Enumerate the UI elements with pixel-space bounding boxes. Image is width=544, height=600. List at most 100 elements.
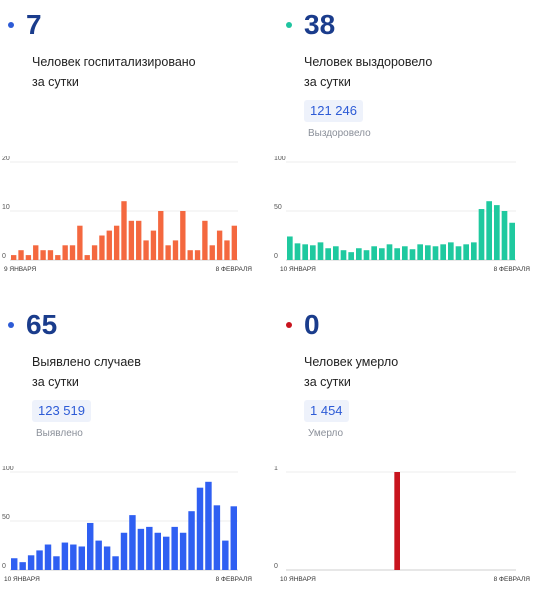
chart-bar: [27, 555, 35, 570]
chart-bar: [179, 532, 187, 570]
chart-bar: [409, 249, 416, 260]
x-start-label: 9 ЯНВАРЯ: [4, 266, 36, 273]
cases-description-line1: Выявлено случаев: [32, 355, 141, 369]
chart-bar: [509, 222, 515, 260]
chart-bar: [120, 532, 128, 570]
chart-bar: [18, 250, 24, 260]
x-end-label: 8 ФЕВРАЛЯ: [216, 266, 253, 273]
chart-bar: [53, 556, 60, 570]
cases-description-line2: за сутки: [32, 375, 79, 389]
cases-chart: 0 50 100 10 ЯНВАРЯ 8 ФЕВРАЛЯ: [2, 466, 253, 583]
chart-bar: [69, 245, 76, 260]
chart-bar: [494, 205, 500, 260]
chart-bar: [471, 242, 477, 260]
chart-bar: [386, 244, 393, 260]
chart-bar: [33, 245, 39, 260]
bullet-dot-icon: [8, 22, 14, 28]
chart-bar: [213, 505, 221, 570]
chart-bar: [363, 250, 370, 260]
chart-bar: [371, 246, 377, 260]
x-start-label: 10 ЯНВАРЯ: [280, 266, 316, 273]
hospitalized-description-line2: за сутки: [32, 75, 79, 89]
chart-bar: [55, 255, 61, 260]
recovered-panel: 38 Человек выздоровело за сутки 121 246 …: [272, 0, 544, 300]
cases-panel: 65 Выявлено случаев за сутки 123 519 Выя…: [0, 300, 272, 600]
deaths-panel: 0 Человек умерло за сутки 1 454 Умерло 0…: [272, 300, 544, 600]
chart-bar: [25, 255, 32, 260]
y-tick-label: 100: [2, 466, 14, 472]
chart-bar: [136, 220, 142, 260]
cases-count: 65: [26, 309, 58, 340]
chart-bar: [103, 546, 111, 570]
chart-bar: [348, 252, 354, 260]
y-tick-label: 50: [274, 204, 282, 211]
chart-bar: [171, 526, 178, 570]
chart-bar: [84, 255, 90, 260]
chart-bar: [333, 246, 339, 260]
chart-bar: [172, 240, 179, 260]
chart-bar: [11, 255, 17, 260]
chart-bar: [180, 211, 186, 260]
x-start-label: 10 ЯНВАРЯ: [4, 576, 40, 583]
chart-bar: [146, 526, 153, 570]
chart-bar: [188, 511, 195, 570]
chart-bar: [44, 544, 52, 570]
y-tick-label: 0: [274, 253, 278, 260]
chart-bar: [62, 245, 68, 260]
hospitalized-count: 7: [26, 9, 42, 40]
recovered-count: 38: [304, 9, 336, 40]
chart-bar: [129, 515, 136, 570]
deaths-total-label: Умерло: [308, 428, 344, 439]
chart-bar: [463, 244, 469, 260]
chart-bar: [11, 558, 18, 570]
y-tick-label: 10: [2, 204, 10, 211]
chart-bar: [143, 240, 149, 260]
recovered-chart: 0 50 100 10 ЯНВАРЯ 8 ФЕВРАЛЯ: [274, 156, 531, 273]
y-tick-label: 0: [2, 563, 6, 570]
deaths-description-line1: Человек умерло: [304, 355, 399, 369]
chart-bar: [455, 246, 462, 260]
x-end-label: 8 ФЕВРАЛЯ: [216, 576, 253, 583]
hospitalized-description-line1: Человек госпитализировано: [32, 55, 196, 69]
y-tick-label: 1: [274, 466, 278, 472]
chart-bar: [425, 245, 431, 260]
deaths-chart: 0 1 10 ЯНВАРЯ 8 ФЕВРАЛЯ: [274, 466, 530, 583]
chart-bar: [163, 536, 170, 570]
chart-bar: [440, 244, 446, 260]
chart-bar: [113, 225, 120, 260]
chart-bar: [501, 211, 508, 260]
deaths-description: Человек умерло за сутки: [304, 352, 524, 392]
chart-bar: [194, 250, 201, 260]
hospitalized-description: Человек госпитализировано за сутки: [32, 52, 252, 92]
chart-bar: [222, 540, 229, 570]
chart-bar: [432, 246, 439, 260]
cases-total-badge: 123 519: [32, 400, 91, 422]
chart-bar: [78, 546, 85, 570]
y-tick-label: 50: [2, 514, 10, 521]
hospitalized-chart: 0 10 20 9 ЯНВАРЯ 8 ФЕВРАЛЯ: [2, 156, 253, 273]
chart-bar: [196, 487, 204, 570]
chart-bar: [448, 242, 454, 260]
chart-bar: [287, 236, 293, 260]
y-tick-label: 100: [274, 156, 286, 162]
bullet-dot-icon: [286, 22, 292, 28]
chart-bar: [402, 246, 408, 260]
x-end-label: 8 ФЕВРАЛЯ: [494, 266, 531, 273]
chart-bar: [478, 209, 485, 260]
chart-bar: [231, 225, 237, 260]
chart-bar: [302, 244, 308, 260]
recovered-total-badge: 121 246: [304, 100, 363, 122]
y-tick-label: 0: [274, 563, 278, 570]
chart-bar: [187, 250, 193, 260]
chart-bar: [417, 244, 423, 260]
chart-bar: [379, 248, 385, 260]
chart-bar: [486, 201, 492, 260]
chart-bar: [165, 245, 171, 260]
chart-bar: [106, 230, 112, 260]
y-tick-label: 20: [2, 156, 10, 162]
chart-bar: [77, 225, 83, 260]
chart-bar: [91, 245, 98, 260]
chart-bar: [310, 245, 316, 260]
recovered-description: Человек выздоровело за сутки: [304, 52, 524, 92]
chart-bar: [230, 506, 237, 570]
